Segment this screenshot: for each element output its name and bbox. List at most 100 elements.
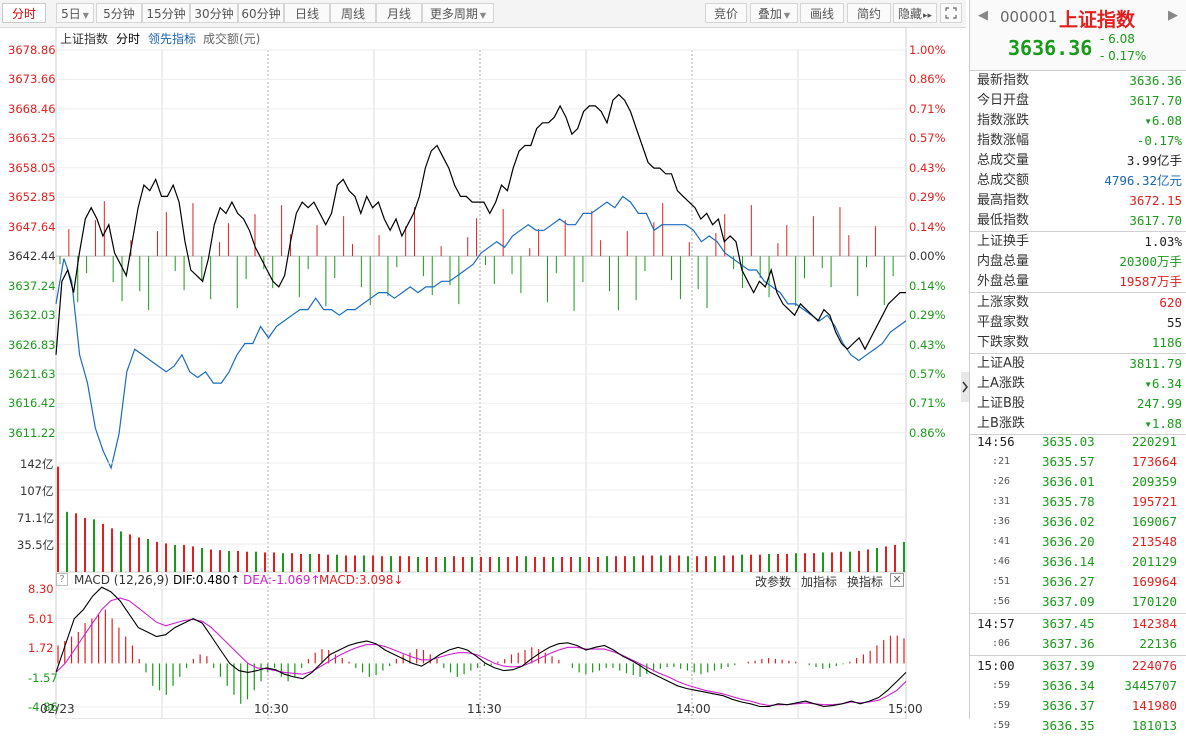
stat-row: 指数涨幅 -0.17% xyxy=(970,131,1186,151)
price-tick-label: 3616.42 xyxy=(8,396,56,411)
close-icon[interactable]: ✕ xyxy=(890,573,904,587)
price-change: - 6.08 xyxy=(1100,32,1135,46)
period-tab-5day[interactable]: 5日 ▼ xyxy=(56,3,94,23)
chevron-down-icon: ▼ xyxy=(783,11,791,20)
stock-code: 000001 xyxy=(1000,8,1058,26)
tick-price: 3636.02 xyxy=(1042,514,1095,529)
stat-value: 3636.36 xyxy=(1129,73,1182,88)
stat-label: 最高指数 xyxy=(977,193,1030,208)
stat-label: 今日开盘 xyxy=(977,93,1030,108)
stat-label: 最新指数 xyxy=(977,73,1030,88)
tick-price: 3635.57 xyxy=(1042,454,1095,469)
edit-params-link[interactable]: 改参数 xyxy=(755,575,792,589)
add-indicator-link[interactable]: 加指标 xyxy=(801,575,838,589)
macd-tick-label: 5.01 xyxy=(28,611,54,626)
price-line xyxy=(55,93,906,355)
tick-volume: 141980 xyxy=(1131,698,1177,713)
percent-tick-label: 0.14% xyxy=(909,278,946,293)
collapse-panel-handle[interactable] xyxy=(961,372,969,402)
percent-tick-label: 0.86% xyxy=(909,72,946,87)
stat-row: 指数涨跌 ▾6.08 xyxy=(970,111,1186,131)
tick-volume: 142384 xyxy=(1131,616,1177,631)
tick-row: :51 3636.27 169964 xyxy=(970,572,1186,592)
stat-value: ▾1.88 xyxy=(1144,416,1182,431)
stat-label: 上证换手 xyxy=(977,234,1030,249)
intraday-chart-svg[interactable] xyxy=(0,27,966,719)
tick-volume: 209359 xyxy=(1131,474,1177,489)
stat-label: 平盘家数 xyxy=(977,315,1030,330)
overlay-dropdown[interactable]: 叠加 ▼ xyxy=(750,3,798,23)
period-tab-monthly[interactable]: 月线 xyxy=(376,3,422,23)
period-tab-intraday[interactable]: 分时 xyxy=(2,3,46,23)
stat-value: 1186 xyxy=(1151,335,1182,350)
stat-value: 3617.70 xyxy=(1129,93,1182,108)
expand-icon[interactable] xyxy=(940,3,962,23)
tick-volume: 169067 xyxy=(1131,514,1177,529)
percent-tick-label: 0.71% xyxy=(909,396,946,411)
stat-value: 1.03% xyxy=(1144,234,1182,249)
simple-mode-button[interactable]: 简约 xyxy=(847,3,891,23)
divider xyxy=(970,353,1186,354)
tick-time: :56 xyxy=(992,596,1011,607)
volume-tick-label: 142亿 xyxy=(20,457,54,471)
period-tab-5min[interactable]: 5分钟 xyxy=(96,3,142,23)
tick-row: :26 3636.01 209359 xyxy=(970,472,1186,492)
hide-button[interactable]: 隐藏▸▸ xyxy=(893,3,937,23)
stat-label: 总成交量 xyxy=(977,153,1030,168)
time-tick-label: 10:30 xyxy=(254,702,289,716)
stat-value: 3617.70 xyxy=(1129,213,1182,228)
volume-tick-label: 35.5亿 xyxy=(17,538,55,552)
dea-line xyxy=(55,597,907,707)
tick-time: :46 xyxy=(992,556,1011,567)
percent-tick-label: 1.00% xyxy=(909,43,946,57)
tick-volume: 170120 xyxy=(1131,594,1177,609)
tick-row: :36 3636.02 169067 xyxy=(970,512,1186,532)
tick-price: 3636.20 xyxy=(1042,534,1095,549)
macd-tick-label: -1.57 xyxy=(28,670,58,685)
legend-leading-indicator[interactable]: 领先指标 xyxy=(148,32,197,46)
time-tick-label: 14:00 xyxy=(676,702,711,716)
more-periods-dropdown[interactable]: 更多周期 ▼ xyxy=(422,3,494,23)
more-periods-label: 更多周期 xyxy=(429,7,478,21)
price-tick-label: 3658.05 xyxy=(8,160,56,175)
intraday-chart-area[interactable]: 上证指数 分时 领先指标 成交额(元) 3678.86 3673.66 3668.4… xyxy=(0,27,966,719)
stock-name: 上证指数 xyxy=(1059,9,1136,31)
period-tab-weekly[interactable]: 周线 xyxy=(330,3,376,23)
percent-tick-label: 0.57% xyxy=(909,131,946,146)
tick-volume: 173664 xyxy=(1131,454,1177,469)
period-tab-60min[interactable]: 60分钟 xyxy=(238,3,284,23)
tick-price: 3635.03 xyxy=(1042,434,1095,449)
period-5day-label: 5日 xyxy=(61,7,81,21)
help-icon[interactable]: ? xyxy=(56,573,68,586)
price-tick-label: 3678.86 xyxy=(8,43,56,57)
price-tick-label: 3668.46 xyxy=(8,101,56,116)
macd-tick-label: 1.72 xyxy=(28,641,54,655)
draw-line-button[interactable]: 画线 xyxy=(800,3,844,23)
divider xyxy=(970,292,1186,293)
tick-row: 15:00 3637.39 224076 xyxy=(970,656,1186,676)
price-tick-label: 3647.64 xyxy=(8,219,56,234)
tick-time: 15:00 xyxy=(977,658,1015,673)
period-tab-15min[interactable]: 15分钟 xyxy=(142,3,190,23)
auction-button[interactable]: 竞价 xyxy=(705,3,747,23)
period-tab-daily[interactable]: 日线 xyxy=(284,3,330,23)
tick-price: 3637.39 xyxy=(1042,658,1095,673)
prev-stock-icon[interactable]: ◀ xyxy=(978,8,988,23)
macd-value: MACD:3.098↓ xyxy=(319,573,404,587)
stat-label: 指数涨跌 xyxy=(977,113,1030,128)
stat-label: 外盘总量 xyxy=(977,274,1030,289)
hide-label: 隐藏 xyxy=(897,7,922,21)
next-stock-icon[interactable]: ▶ xyxy=(1168,8,1178,23)
tick-time: :59 xyxy=(992,680,1011,691)
stat-row: 总成交额 4796.32亿元 xyxy=(970,171,1186,191)
switch-indicator-link[interactable]: 换指标 xyxy=(847,575,884,589)
stat-row: 上证B股 247.99 xyxy=(970,394,1186,414)
stat-row: 平盘家数 55 xyxy=(970,313,1186,333)
macd-header: ? MACD (12,26,9) DIF:0.480↑ DEA:-1.069↑ … xyxy=(56,573,906,589)
stat-value: 19587万手 xyxy=(1119,274,1182,289)
tick-row: 14:56 3635.03 220291 xyxy=(970,432,1186,452)
tick-row: :31 3635.78 195721 xyxy=(970,492,1186,512)
chevron-down-icon: ▼ xyxy=(479,11,487,20)
price-tick-label: 3673.66 xyxy=(8,72,56,87)
period-tab-30min[interactable]: 30分钟 xyxy=(190,3,238,23)
